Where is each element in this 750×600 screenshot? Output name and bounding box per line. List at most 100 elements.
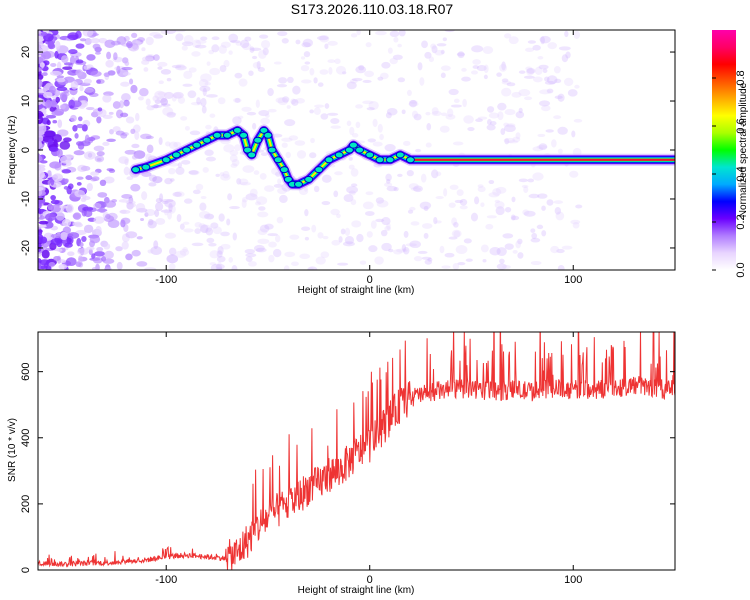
noise-blob bbox=[545, 129, 554, 133]
ridge-point bbox=[344, 146, 354, 154]
noise-blob bbox=[453, 221, 459, 228]
noise-blob bbox=[148, 218, 154, 226]
noise-blob bbox=[262, 47, 269, 56]
noise-blob bbox=[393, 36, 399, 43]
noise-blob bbox=[374, 30, 387, 36]
noise-blob bbox=[45, 99, 53, 109]
noise-blob bbox=[303, 51, 311, 58]
noise-blob bbox=[546, 88, 554, 94]
noise-blob bbox=[181, 159, 191, 165]
noise-blob bbox=[82, 30, 94, 37]
noise-blob bbox=[241, 197, 248, 203]
noise-blob bbox=[276, 83, 288, 88]
noise-blob bbox=[238, 78, 248, 87]
noise-blob bbox=[334, 171, 343, 176]
noise-blob bbox=[245, 256, 253, 262]
noise-blob bbox=[204, 149, 214, 156]
y-tick-label: 600 bbox=[20, 362, 32, 380]
noise-blob bbox=[337, 262, 349, 266]
noise-blob bbox=[91, 176, 100, 182]
noise-blob bbox=[255, 201, 261, 206]
noise-blob bbox=[544, 76, 550, 82]
noise-blob bbox=[346, 186, 358, 194]
noise-blob bbox=[309, 109, 314, 114]
noise-blob bbox=[523, 75, 535, 79]
noise-blob bbox=[39, 160, 48, 164]
ridge-point bbox=[232, 126, 242, 134]
noise-blob bbox=[146, 144, 154, 154]
noise-blob bbox=[120, 132, 128, 139]
noise-blob bbox=[220, 173, 231, 181]
noise-blob bbox=[310, 137, 315, 144]
noise-blob bbox=[52, 119, 58, 124]
noise-blob bbox=[200, 97, 207, 107]
noise-blob bbox=[553, 200, 564, 204]
noise-blob bbox=[446, 108, 454, 118]
noise-blob bbox=[288, 135, 299, 141]
noise-blob bbox=[259, 34, 269, 39]
ridge-point bbox=[171, 151, 181, 159]
noise-blob bbox=[249, 188, 258, 197]
ridge-point bbox=[348, 141, 358, 149]
noise-blob bbox=[247, 261, 257, 267]
noise-blob bbox=[557, 148, 563, 154]
noise-blob bbox=[38, 196, 46, 204]
noise-blob bbox=[165, 141, 171, 147]
y-tick-label: 20 bbox=[20, 46, 32, 58]
noise-blob bbox=[386, 222, 391, 230]
noise-blob bbox=[195, 183, 204, 191]
noise-blob bbox=[38, 231, 43, 236]
noise-blob bbox=[530, 237, 541, 243]
noise-blob bbox=[175, 64, 186, 69]
noise-blob bbox=[64, 242, 73, 248]
noise-blob bbox=[182, 221, 190, 225]
noise-blob bbox=[56, 75, 65, 79]
noise-blob bbox=[155, 218, 166, 225]
noise-blob bbox=[319, 34, 330, 43]
noise-blob bbox=[219, 64, 227, 73]
noise-blob bbox=[435, 195, 444, 200]
noise-blob bbox=[290, 98, 297, 105]
noise-blob bbox=[259, 172, 267, 180]
noise-blob bbox=[106, 51, 112, 60]
noise-blob bbox=[504, 243, 514, 250]
noise-blob bbox=[98, 207, 106, 214]
noise-blob bbox=[377, 123, 383, 133]
noise-blob bbox=[108, 111, 114, 115]
noise-blob bbox=[173, 30, 186, 33]
noise-blob bbox=[164, 199, 176, 208]
noise-blob bbox=[276, 216, 284, 224]
noise-blob bbox=[434, 49, 445, 56]
noise-blob bbox=[304, 61, 311, 65]
noise-blob bbox=[131, 32, 138, 38]
noise-blob bbox=[76, 176, 84, 180]
noise-blob bbox=[504, 109, 516, 116]
noise-blob bbox=[256, 60, 261, 70]
noise-blob bbox=[145, 36, 154, 46]
noise-blob bbox=[168, 204, 176, 214]
noise-blob bbox=[304, 236, 310, 241]
noise-blob bbox=[365, 191, 374, 196]
noise-blob bbox=[530, 228, 536, 233]
noise-blob bbox=[95, 225, 102, 235]
noise-blob bbox=[77, 255, 83, 264]
noise-blob bbox=[172, 91, 184, 99]
ridge-point bbox=[259, 126, 269, 134]
noise-blob bbox=[536, 224, 544, 230]
noise-blob bbox=[433, 216, 438, 225]
noise-blob bbox=[175, 65, 187, 71]
noise-blob bbox=[489, 247, 501, 256]
noise-blob bbox=[219, 172, 225, 177]
noise-blob bbox=[403, 230, 409, 238]
noise-blob bbox=[232, 98, 242, 103]
noise-blob bbox=[286, 105, 291, 109]
noise-blob bbox=[451, 229, 462, 238]
noise-blob bbox=[47, 138, 54, 145]
noise-blob bbox=[215, 173, 220, 177]
noise-blob bbox=[313, 107, 321, 115]
noise-blob bbox=[527, 40, 537, 44]
noise-blob bbox=[444, 30, 455, 33]
noise-blob bbox=[56, 86, 68, 92]
noise-blob bbox=[217, 246, 224, 255]
